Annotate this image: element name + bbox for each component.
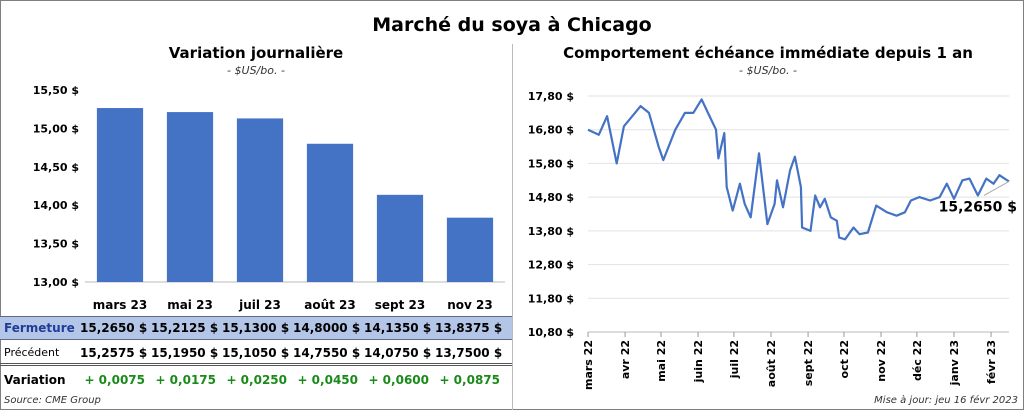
x-tick-label: sept 22 xyxy=(802,340,815,386)
x-tick-label: mars 22 xyxy=(582,340,595,390)
y-tick-label: 17,80 $ xyxy=(528,90,574,103)
x-tick-label: juin 22 xyxy=(692,340,705,383)
bar-chart-unit: - $US/bo. - xyxy=(227,64,285,77)
closing-cell: 15,2125 $ xyxy=(151,321,219,335)
closing-cell: 15,1300 $ xyxy=(222,321,290,335)
y-tick-label: 13,80 $ xyxy=(528,225,574,238)
row-variation: Variation + 0,0075 + 0,0175 + 0,0250 + 0,04… xyxy=(0,368,512,392)
y-tick-label: 14,00 $ xyxy=(33,199,79,212)
x-tick-label: nov 22 xyxy=(875,340,888,382)
y-tick-label: 13,00 $ xyxy=(33,276,79,289)
y-tick-label: 13,50 $ xyxy=(33,238,79,251)
price-line xyxy=(587,98,1010,241)
previous-cell: 13,7500 $ xyxy=(435,345,503,360)
x-tick-label: mai 23 xyxy=(167,298,213,312)
variation-cell: + 0,0250 xyxy=(226,373,287,387)
bar-chart: 13,00 $ 13,50 $ 14,00 $ 14,50 $ 15,00 $ 15,50… xyxy=(33,84,505,312)
variation-cell: + 0,0450 xyxy=(297,373,358,387)
closing-cell: 14,1350 $ xyxy=(364,321,432,335)
label-variation: Variation xyxy=(4,373,66,387)
row-closing: Fermeture 15,2650 $15,2125 $15,1300 $14,… xyxy=(0,316,512,340)
closing-cell: 15,2650 $ xyxy=(80,321,148,335)
x-tick-label: févr 23 xyxy=(985,340,998,384)
y-tick-label: 14,50 $ xyxy=(33,161,79,174)
y-tick-label: 12,80 $ xyxy=(528,259,574,272)
x-tick-label: juil 22 xyxy=(728,340,741,379)
variation-cell: + 0,0875 xyxy=(439,373,500,387)
main-title: Marché du soya à Chicago xyxy=(372,14,652,36)
y-tick-label: 15,80 $ xyxy=(528,157,574,170)
y-tick-label: 15,00 $ xyxy=(33,122,79,135)
y-tick-label: 10,80 $ xyxy=(528,326,574,339)
line-chart-unit: - $US/bo. - xyxy=(739,64,797,77)
variation-cell: + 0,0075 xyxy=(84,373,145,387)
line-chart-title: Comportement échéance immédiate depuis 1… xyxy=(563,44,973,62)
y-tick-label: 16,80 $ xyxy=(528,124,574,137)
last-value-label: 15,2650 $ xyxy=(939,199,1017,215)
x-tick-label: nov 23 xyxy=(447,298,493,312)
closing-cell: 13,8375 $ xyxy=(435,321,503,335)
x-tick-label: sept 23 xyxy=(375,298,425,312)
bar xyxy=(236,118,284,282)
x-tick-label: déc 22 xyxy=(911,340,924,381)
x-tick-label: août 22 xyxy=(765,340,778,387)
x-tick-label: oct 22 xyxy=(838,340,851,378)
x-tick-label: juil 23 xyxy=(238,298,281,312)
divider xyxy=(512,44,513,410)
variation-cell: + 0,0600 xyxy=(368,373,429,387)
variation-cell: + 0,0175 xyxy=(155,373,216,387)
bar xyxy=(166,112,214,282)
label-previous: Précédent xyxy=(4,346,60,359)
label-closing: Fermeture xyxy=(4,321,75,335)
previous-cell: 15,1950 $ xyxy=(151,345,219,360)
bar xyxy=(446,217,494,282)
bar xyxy=(306,143,354,282)
label-leader xyxy=(983,181,1010,196)
row-previous: Précédent 15,2575 $15,1950 $15,1050 $14,… xyxy=(0,342,512,366)
closing-cell: 14,8000 $ xyxy=(293,321,361,335)
y-tick-label: 15,50 $ xyxy=(33,84,79,97)
previous-cell: 15,1050 $ xyxy=(222,345,290,360)
bar xyxy=(376,194,424,282)
update-note: Mise à jour: jeu 16 févr 2023 xyxy=(874,395,1018,406)
line-chart: 10,80 $ 11,80 $ 12,80 $ 13,80 $ 14,80 $ 15,80… xyxy=(528,90,1017,390)
bar-chart-title: Variation journalière xyxy=(168,44,344,62)
x-tick-label: avr 22 xyxy=(619,340,632,379)
y-tick-label: 14,80 $ xyxy=(528,191,574,204)
previous-cell: 15,2575 $ xyxy=(80,345,148,360)
y-tick-label: 11,80 $ xyxy=(528,292,574,305)
x-tick-label: mai 22 xyxy=(655,340,668,382)
previous-cell: 14,7550 $ xyxy=(293,345,361,360)
bar xyxy=(96,108,144,282)
x-tick-label: août 23 xyxy=(304,298,356,312)
x-tick-label: mars 23 xyxy=(93,298,148,312)
previous-cell: 14,0750 $ xyxy=(364,345,432,360)
x-tick-label: janv 23 xyxy=(948,340,961,386)
source-note: Source: CME Group xyxy=(4,395,101,406)
